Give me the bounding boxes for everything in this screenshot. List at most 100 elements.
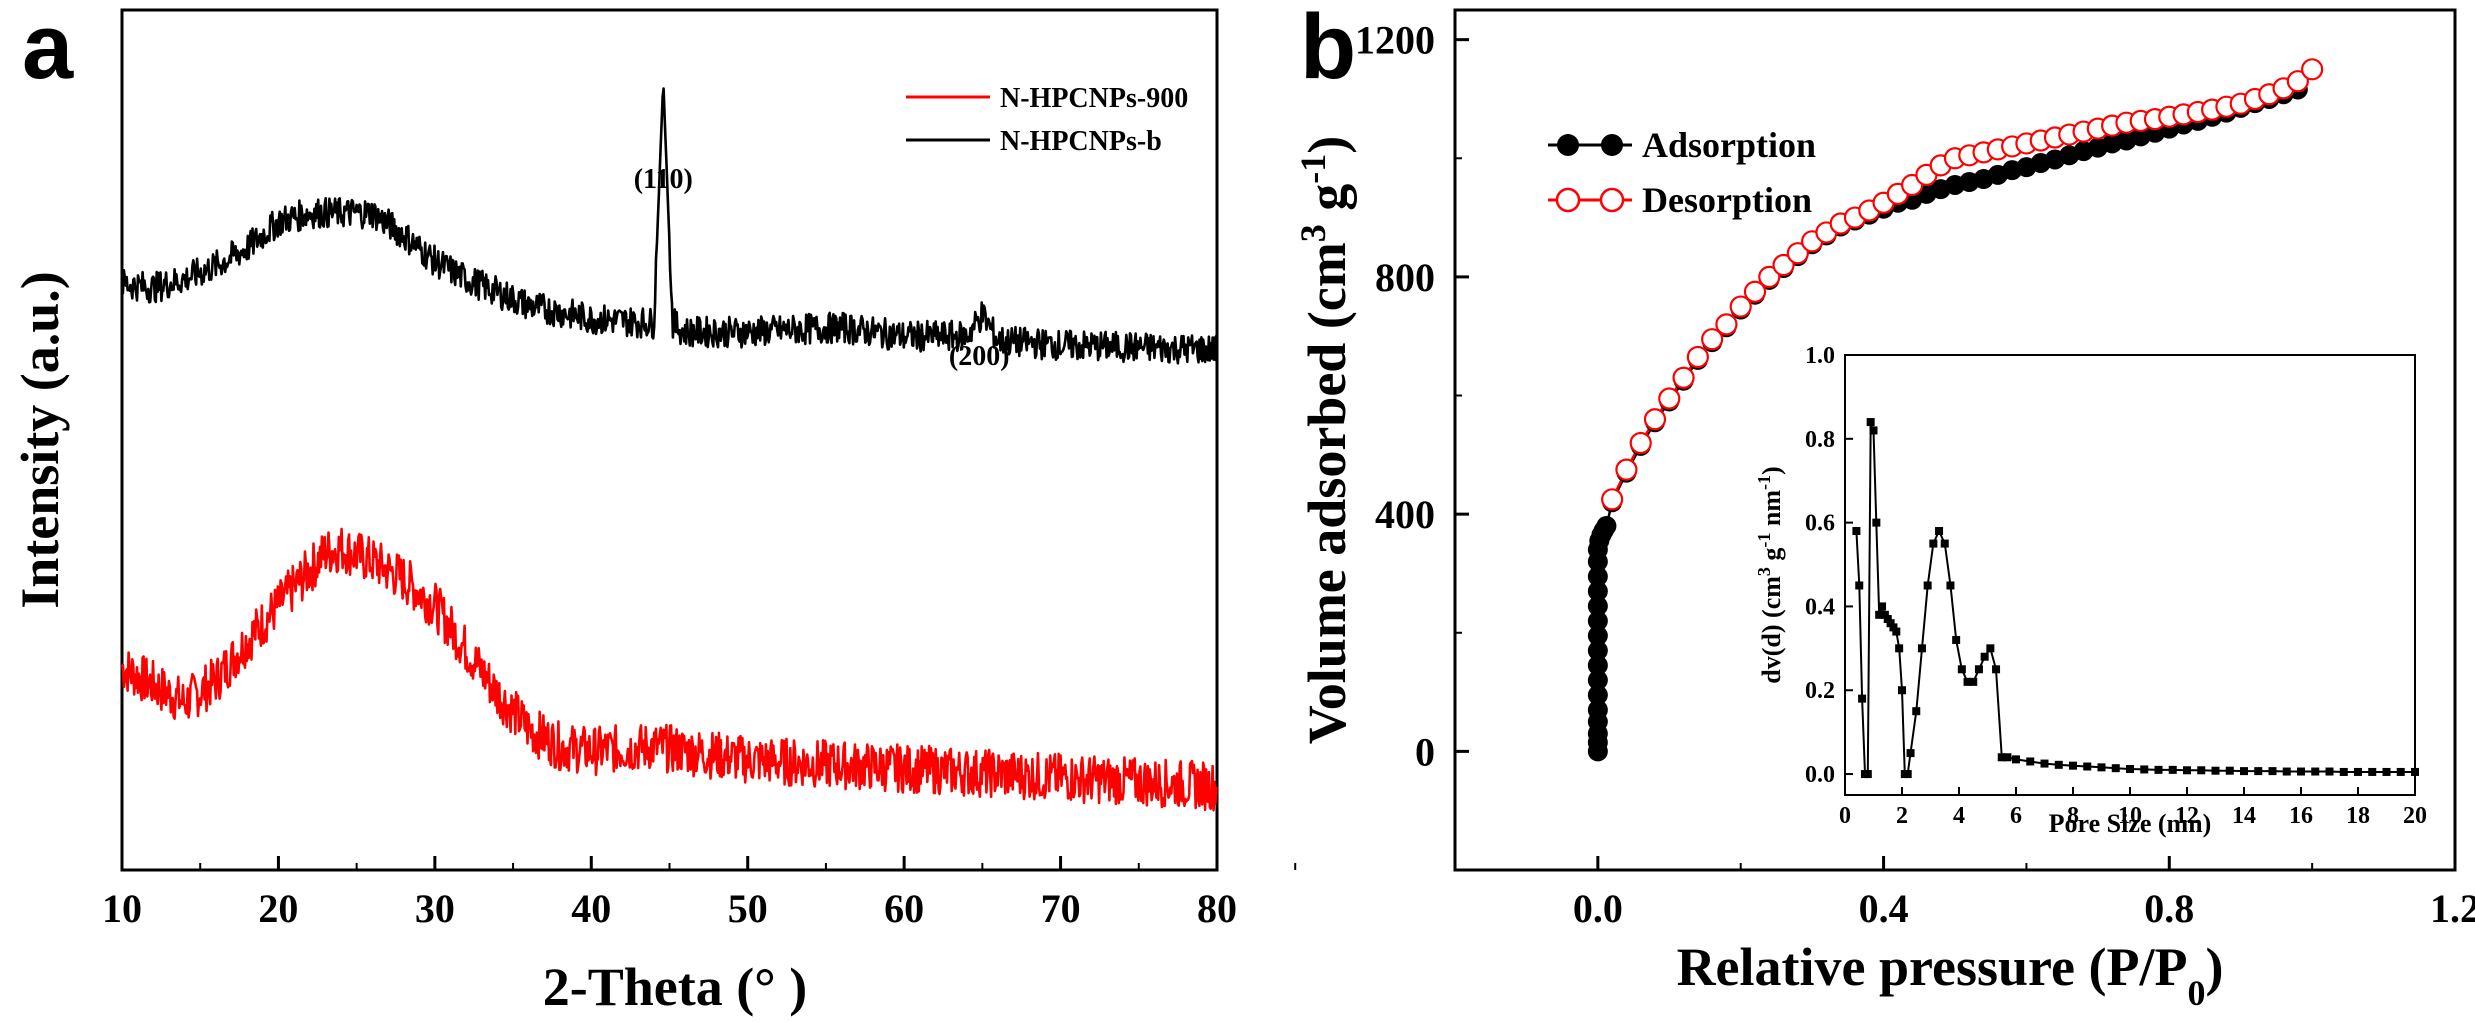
legend-label-n-hpcnps-900: N-HPCNPs-900 [1000,83,1188,114]
inset-point-0 [1852,527,1861,535]
inset-point-35 [1997,753,2006,762]
inset-y-tick-label-0-4: 0.4 [1805,594,1835,620]
inset-x-tick-label-8: 8 [2067,803,2079,829]
inset-point-16 [1898,686,1906,695]
panel-b-x-axis-title: Relative pressure (P/P0) [1677,937,2224,1013]
inset-x-tick-label-10: 10 [2118,803,2142,829]
inset-point-19 [1906,749,1915,758]
inset-plot-frame [1844,354,2416,796]
panel-b-y-ticks: 0 400 800 1200 [1355,18,1469,774]
inset-point-50 [2197,766,2206,775]
panel-b-inset-chart: 0 2 4 6 8 10 12 14 16 18 20 0.0 0.2 0.4 0.6 0.8 1.0 Por… [1754,343,2427,838]
inset-point-32 [1980,652,1989,661]
desorption-point-11 [1758,265,1781,288]
desorption-point-4 [1658,387,1681,410]
inset-x-tick-label-16: 16 [2289,803,2313,829]
inset-point-31 [1974,665,1983,674]
panel-b-x-axis-title-main: Relative pressure (P/P [1677,937,2188,997]
desorption-point-9 [1729,295,1752,318]
inset-point-59 [2325,767,2334,776]
inset-point-49 [2183,766,2191,775]
inset-point-63 [2382,767,2391,776]
legend-marker-desorption-1 [1555,187,1581,213]
inset-point-38 [2026,757,2035,766]
panel-b-x-axis-title-sub: 0 [2187,973,2205,1013]
panel-a-x-tick-label-10: 10 [102,886,142,931]
inset-point-5 [1866,418,1875,427]
inset-point-60 [2339,767,2348,776]
inset-point-43 [2097,763,2106,772]
inset-point-36 [2003,753,2012,762]
panel-b-y-axis-title-sup2: -1 [1293,154,1333,184]
desorption-point-12 [1772,253,1795,277]
inset-point-11 [1883,615,1892,623]
panel-b-y-axis-title-mid: g [1297,184,1357,225]
legend-label-n-hpcnps-b: N-HPCNPs-b [1000,126,1162,157]
inset-point-10 [1880,610,1889,619]
inset-y-title-c: nm [1757,490,1786,533]
inset-point-41 [2069,761,2077,770]
inset-y-ticks: 0.0 0.2 0.4 0.6 0.8 1.0 [1805,343,1853,788]
inset-x-tick-label-4: 4 [1953,803,1965,829]
panel-a-x-tick-label-20: 20 [258,886,298,931]
inset-point-24 [1935,527,1944,535]
desorption-point-1 [1615,458,1638,481]
desorption-point-10 [1743,280,1767,303]
panel-a-x-ticks: 10 20 30 40 50 60 70 80 [102,856,1297,931]
panel-b-y-tick-label-800: 800 [1375,255,1435,300]
inset-point-61 [2354,767,2362,776]
desorption-point-48 [2286,70,2309,93]
inset-x-axis-title: Pore Size (nm) [2049,809,2212,838]
desorption-point-49 [2301,58,2324,81]
adsorption-point-12 [1587,581,1608,602]
panel-b-x-tick-label-1-2: 1.2 [2430,886,2475,931]
desorption-point-6 [1686,345,1709,369]
inset-point-62 [2368,767,2377,776]
inset-point-25 [1940,539,1949,548]
inset-point-29 [1963,677,1972,686]
panel-a-series-n-hpcnps-b [120,87,1218,365]
panel-a-x-tick-label-40: 40 [571,886,611,931]
inset-y-tick-label-1-0: 1.0 [1805,343,1835,369]
inset-x-tick-label-0: 0 [1839,803,1851,829]
inset-y-title-s3: -1 [1754,475,1774,490]
desorption-point-3 [1643,408,1667,431]
inset-point-55 [2268,767,2277,776]
inset-point-65 [2411,767,2419,776]
inset-y-title-s2: -1 [1754,533,1774,548]
adsorption-point-8 [1587,640,1608,661]
adsorption-point-13 [1587,566,1608,587]
inset-point-28 [1957,665,1966,674]
inset-point-42 [2083,762,2092,771]
inset-point-57 [2297,767,2305,776]
panel-a-x-tick-label-80: 80 [1197,886,1237,931]
inset-y-tick-label-0-2: 0.2 [1805,678,1835,704]
desorption-point-5 [1672,366,1695,389]
desorption-point-13 [1786,242,1809,265]
inset-point-44 [2111,764,2120,773]
panel-a-x-tick-label-30: 30 [415,886,455,931]
desorption-point-2 [1629,431,1652,455]
panel-b-x-ticks: 0.0 0.4 0.8 1.2 [1573,856,2475,931]
inset-point-2 [1858,694,1867,703]
panel-b-series [1587,58,2324,762]
panel-b-y-tick-label-0: 0 [1415,729,1435,774]
inset-x-ticks: 0 2 4 6 8 10 12 14 16 18 20 [1839,787,2427,829]
adsorption-point-10 [1587,610,1608,631]
legend-marker-desorption-2 [1599,187,1625,213]
inset-point-30 [1969,677,1978,686]
inset-point-18 [1903,770,1912,779]
inset-point-40 [2054,760,2063,769]
inset-x-tick-label-2: 2 [1896,803,1908,829]
inset-point-58 [2311,767,2320,776]
panel-a-series-n-hpcnps-900 [120,527,1218,812]
inset-x-tick-label-18: 18 [2346,803,2370,829]
inset-y-tick-label-0-6: 0.6 [1805,511,1835,537]
inset-point-37 [2012,755,2020,764]
panel-b-legend: Adsorption Desorption [1548,125,1816,220]
legend-marker-adsorption-2 [1601,134,1623,156]
inset-point-33 [1986,644,1995,653]
inset-point-26 [1946,581,1955,590]
panel-b-plot-frame [1453,8,2457,872]
